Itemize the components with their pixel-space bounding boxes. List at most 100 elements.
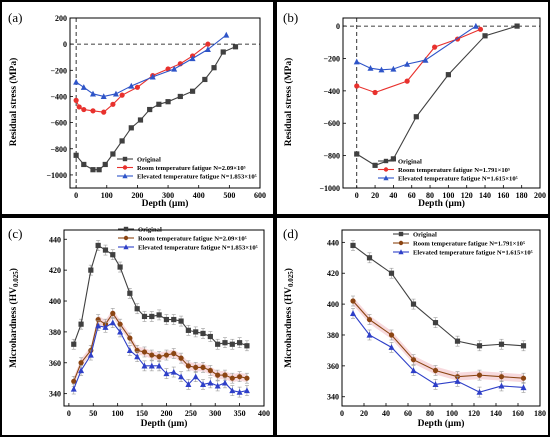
data-point	[520, 384, 527, 391]
data-point	[200, 364, 206, 371]
y-tick-label: −200	[50, 66, 67, 75]
x-tick-label: 20	[371, 191, 379, 200]
data-point	[134, 353, 141, 360]
legend-entry: Original	[398, 159, 422, 166]
plot-frame	[69, 17, 261, 189]
data-point	[404, 78, 410, 84]
data-point	[366, 316, 373, 323]
data-point	[232, 44, 239, 50]
x-tick-label: 600	[254, 191, 266, 200]
data-point	[71, 378, 77, 384]
data-point	[134, 306, 140, 312]
x-tick-label: 40	[389, 191, 397, 200]
data-point	[410, 367, 417, 374]
data-point	[171, 65, 178, 72]
y-tick-label: −1000	[319, 184, 340, 193]
data-point	[200, 381, 207, 387]
data-point	[237, 374, 243, 380]
legend-marker	[398, 231, 404, 237]
data-point	[354, 83, 360, 89]
data-point	[112, 90, 119, 97]
y-tick-label: 360	[327, 362, 339, 371]
legend-entry: Original	[137, 157, 161, 164]
legend-entry: Room temperature fatigue N=1.791×10⁵	[413, 241, 525, 248]
data-point	[156, 362, 163, 369]
data-point	[141, 349, 148, 355]
data-point	[215, 372, 221, 378]
data-point	[171, 316, 177, 323]
y-tick-label: 420	[49, 266, 61, 275]
data-point	[454, 338, 461, 344]
data-point	[185, 327, 191, 333]
data-point	[178, 318, 184, 324]
legend-marker	[383, 175, 389, 181]
data-point	[141, 313, 148, 320]
data-point	[244, 343, 250, 349]
data-point	[193, 329, 199, 335]
data-point	[95, 242, 101, 249]
x-tick-label: 400	[258, 409, 270, 418]
data-point	[78, 367, 85, 374]
data-point	[148, 362, 155, 369]
data-point	[178, 373, 185, 380]
data-point	[102, 161, 108, 168]
legend-marker	[383, 158, 389, 164]
legend-marker	[123, 244, 129, 250]
series-1	[354, 26, 484, 96]
x-tick-label: 160	[497, 191, 509, 200]
x-tick-label: 180	[516, 191, 528, 200]
data-point	[117, 264, 123, 270]
data-point	[378, 66, 385, 73]
x-tick-label: 150	[136, 409, 148, 418]
data-point	[110, 310, 116, 316]
x-tick-label: 100	[101, 191, 113, 200]
data-point	[205, 41, 211, 47]
data-point	[90, 108, 96, 114]
data-point	[222, 372, 228, 378]
y-tick-label: 420	[327, 269, 339, 278]
data-point	[88, 267, 94, 273]
data-point	[354, 151, 360, 157]
data-point	[350, 298, 356, 304]
data-point	[390, 65, 397, 72]
chart-panel-b: (b) 0 20 40 60 80 100 120 140 160 180 200 0 −200 −400 −…	[275, 0, 550, 216]
x-tick-label: 120	[468, 409, 480, 418]
legend-entry: Original	[138, 227, 162, 234]
chart-svg-a: (a) 0 100 200 300 400 500 600 200 0 −200 −400 −600 −8…	[8, 10, 266, 209]
data-point	[410, 301, 417, 307]
x-tick-label: 0	[67, 409, 71, 418]
y-axis-label: Microhardness (HV0.025)	[8, 268, 20, 368]
y-tick-label: −600	[323, 119, 340, 128]
x-axis-label: Depth (μm)	[418, 198, 465, 209]
x-tick-label: 350	[234, 409, 246, 418]
series-0	[71, 240, 250, 352]
data-point	[413, 114, 419, 120]
y-tick-label: 440	[327, 238, 339, 247]
data-point	[192, 373, 199, 380]
y-tick-label: −800	[50, 145, 67, 154]
data-point	[177, 93, 183, 100]
data-point	[149, 313, 155, 320]
data-point	[73, 78, 80, 85]
data-point	[229, 387, 236, 394]
data-point	[81, 161, 87, 168]
data-point	[163, 370, 170, 377]
data-point	[156, 101, 162, 107]
x-tick-label: 120	[461, 191, 473, 200]
x-tick-label: 60	[408, 191, 416, 200]
x-tick-label: 100	[446, 409, 458, 418]
data-point	[102, 324, 109, 330]
data-point	[207, 379, 214, 386]
legend-marker	[122, 173, 128, 179]
data-point	[350, 310, 356, 316]
data-point	[454, 378, 461, 384]
data-point	[73, 152, 79, 158]
data-point	[388, 332, 395, 338]
x-tick-label: 40	[382, 409, 390, 418]
legend-entry: Room temperature fatigue N=2.09×10⁵	[138, 236, 247, 243]
panel-label: (a)	[8, 10, 22, 25]
data-point	[214, 382, 221, 389]
data-point	[520, 343, 527, 349]
